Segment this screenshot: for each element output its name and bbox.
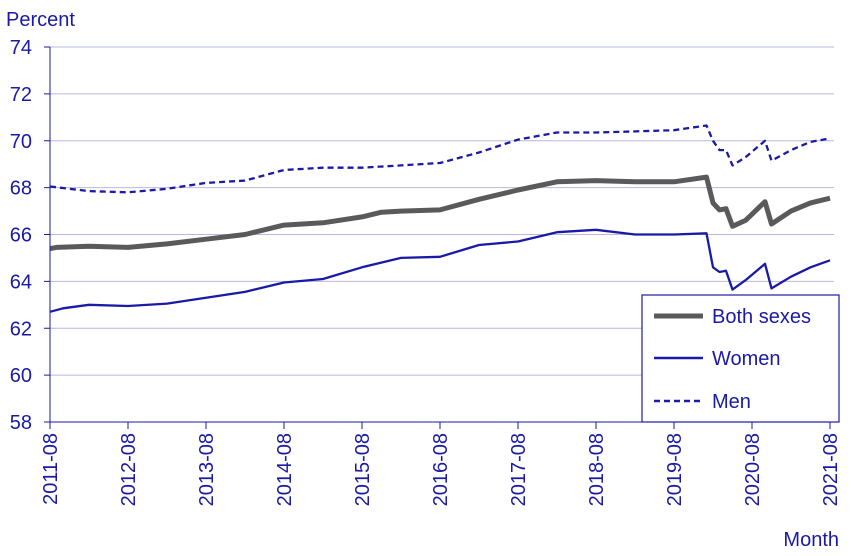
y-tick-label: 64 bbox=[10, 271, 32, 293]
y-tick-label: 66 bbox=[10, 225, 32, 247]
x-tick-label: 2019-08 bbox=[664, 433, 686, 506]
y-tick-label: 68 bbox=[10, 178, 32, 200]
y-axis-title: Percent bbox=[6, 9, 75, 31]
x-tick-label: 2018-08 bbox=[586, 433, 608, 506]
y-axis-ticks: 58 60 62 64 66 68 70 72 74 bbox=[10, 37, 50, 434]
x-tick-label: 2011-08 bbox=[40, 433, 62, 505]
x-axis-ticks: 2011-08 2012-08 2013-08 2014-08 2015-08 2016-… bbox=[40, 422, 842, 506]
y-tick-label: 70 bbox=[10, 131, 32, 153]
y-tick-label: 58 bbox=[10, 412, 32, 434]
y-tick-label: 62 bbox=[10, 318, 32, 340]
x-tick-label: 2014-08 bbox=[274, 433, 296, 506]
x-tick-label: 2020-08 bbox=[742, 433, 764, 506]
y-tick-label: 72 bbox=[10, 84, 32, 106]
x-tick-label: 2012-08 bbox=[118, 433, 140, 506]
series-line-women bbox=[49, 228, 831, 313]
legend-label-men: Men bbox=[712, 391, 751, 413]
x-tick-label: 2021-08 bbox=[820, 433, 842, 506]
series-line-men bbox=[49, 124, 831, 194]
x-tick-label: 2016-08 bbox=[430, 433, 452, 506]
x-tick-label: 2013-08 bbox=[196, 433, 218, 506]
x-tick-label: 2015-08 bbox=[352, 433, 374, 506]
y-tick-label: 60 bbox=[10, 365, 32, 387]
y-tick-label: 74 bbox=[10, 37, 32, 59]
legend-label-women: Women bbox=[712, 348, 781, 370]
series-line-both-sexes bbox=[49, 174, 831, 252]
legend: Both sexes Women Men bbox=[641, 294, 840, 423]
x-tick-label: 2017-08 bbox=[508, 433, 530, 506]
x-axis-title: Month bbox=[783, 529, 839, 551]
series-lines bbox=[49, 124, 831, 313]
legend-label-both-sexes: Both sexes bbox=[712, 306, 811, 328]
